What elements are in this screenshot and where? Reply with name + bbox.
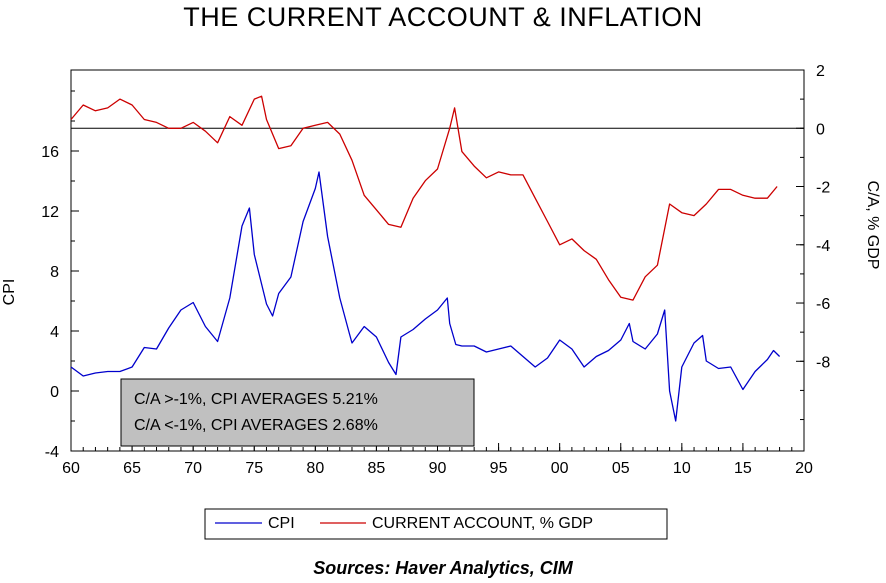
- series-layer: [70, 95, 781, 422]
- left-tick-label: 12: [41, 204, 59, 221]
- y-axis-left-label: CPI: [1, 279, 18, 306]
- right-tick-label: 2: [816, 63, 825, 80]
- right-tick-label: -6: [816, 296, 830, 313]
- x-tick-label: 75: [245, 460, 263, 477]
- series-line-current-account-gdp: [70, 95, 778, 301]
- right-tick-label: -8: [816, 354, 830, 371]
- left-tick-label: 0: [50, 384, 59, 401]
- right-tick-label: -2: [816, 180, 830, 197]
- annotation-box: C/A >-1%, CPI AVERAGES 5.21% C/A <-1%, C…: [120, 378, 475, 447]
- x-tick-label: 00: [551, 460, 569, 477]
- legend: CPI CURRENT ACCOUNT, % GDP: [204, 508, 668, 540]
- left-tick-label: 8: [50, 264, 59, 281]
- left-y-axis: -4 0 4 8 12 16: [41, 90, 79, 461]
- right-y-axis: -8 -6 -4 -2 0 2: [796, 63, 830, 421]
- left-tick-label: 16: [41, 144, 59, 161]
- y-axis-right-label: C/A, % GDP: [864, 181, 881, 270]
- x-tick-label: 85: [368, 460, 386, 477]
- x-tick-label: 05: [612, 460, 630, 477]
- legend-label-cpi: CPI: [268, 515, 295, 532]
- x-tick-label: 10: [673, 460, 691, 477]
- x-tick-label: 60: [62, 460, 80, 477]
- x-tick-label: 65: [123, 460, 141, 477]
- x-tick-label: 80: [306, 460, 324, 477]
- legend-box: [204, 508, 668, 540]
- source-note: Sources: Haver Analytics, CIM: [313, 558, 573, 578]
- x-tick-label: 90: [429, 460, 447, 477]
- x-tick-label: 20: [795, 460, 813, 477]
- chart-title: THE CURRENT ACCOUNT & INFLATION: [183, 2, 703, 32]
- series-line-cpi: [70, 171, 781, 422]
- annotation-line-1: C/A >-1%, CPI AVERAGES 5.21%: [134, 391, 378, 408]
- right-tick-label: -4: [816, 238, 830, 255]
- annotation-box-bg: [120, 378, 475, 447]
- x-tick-label: 15: [734, 460, 752, 477]
- legend-label-current-account: CURRENT ACCOUNT, % GDP: [372, 515, 593, 532]
- x-tick-label: 70: [184, 460, 202, 477]
- x-tick-label: 95: [490, 460, 508, 477]
- right-tick-label: 0: [816, 121, 825, 138]
- left-tick-label: -4: [45, 444, 59, 461]
- annotation-line-2: C/A <-1%, CPI AVERAGES 2.68%: [134, 417, 378, 434]
- left-tick-label: 4: [50, 324, 59, 341]
- x-axis: 60 65 70 75 80 85 90 95 00 05 10 15 20: [62, 443, 813, 477]
